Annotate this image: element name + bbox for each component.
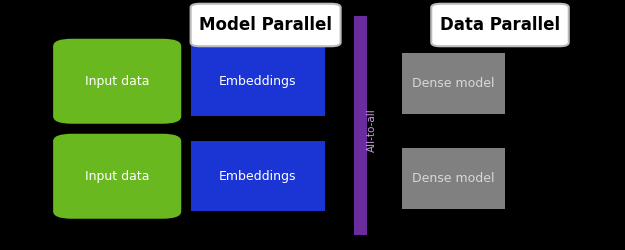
Text: Dense model: Dense model [412,172,495,184]
FancyBboxPatch shape [53,39,181,124]
FancyBboxPatch shape [402,52,505,114]
FancyBboxPatch shape [191,46,325,116]
Text: Input data: Input data [85,75,149,88]
FancyBboxPatch shape [53,134,181,219]
FancyBboxPatch shape [354,16,367,235]
FancyBboxPatch shape [191,141,325,211]
Text: Input data: Input data [85,170,149,183]
Text: Model Parallel: Model Parallel [199,16,332,34]
FancyBboxPatch shape [191,4,341,46]
FancyBboxPatch shape [431,4,569,46]
Text: Dense model: Dense model [412,76,495,90]
FancyBboxPatch shape [402,148,505,209]
Text: Embeddings: Embeddings [219,75,297,88]
Text: Embeddings: Embeddings [219,170,297,183]
Text: All-to-all: All-to-all [366,108,376,152]
Text: Data Parallel: Data Parallel [440,16,560,34]
